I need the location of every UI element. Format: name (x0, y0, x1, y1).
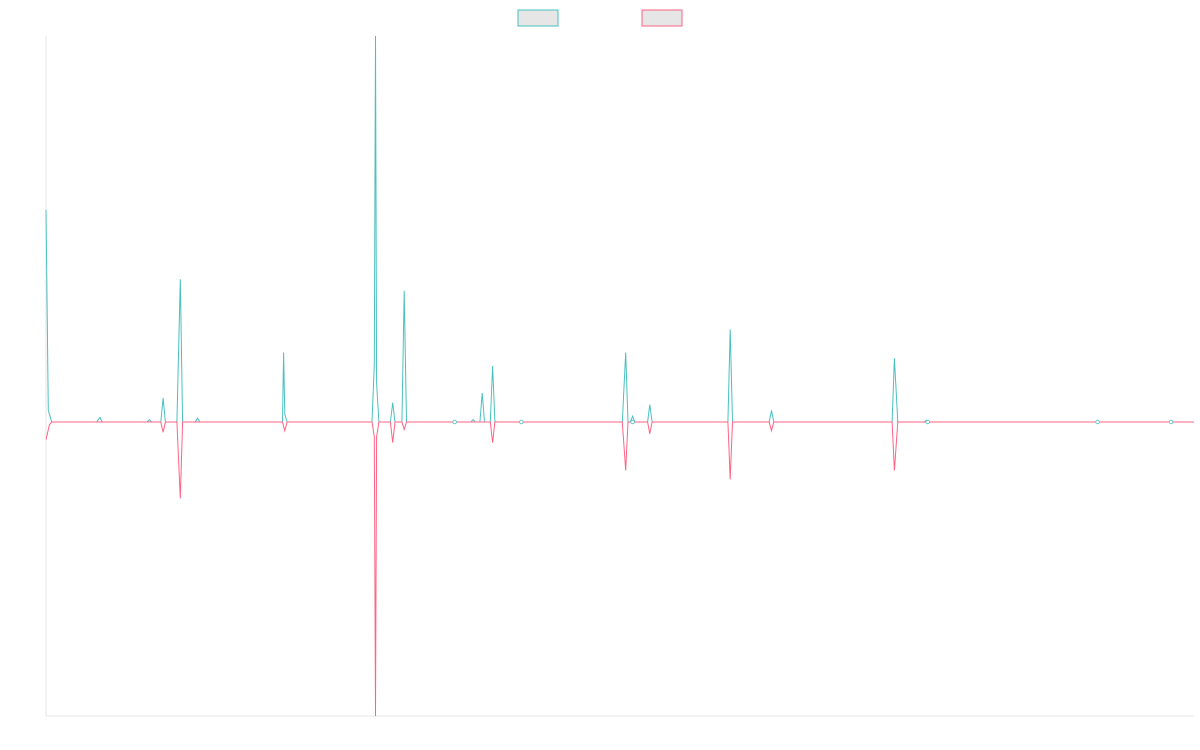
data-point-3 (630, 419, 635, 425)
data-point-1 (452, 419, 457, 425)
series-line-2 (45, 421, 1194, 717)
series-layer (45, 35, 1194, 717)
data-point-4 (925, 419, 930, 425)
data-point-2 (519, 419, 524, 425)
legend-swatch-1[interactable] (517, 9, 559, 27)
marker-layer (452, 419, 1174, 425)
data-point-5 (1095, 419, 1100, 425)
legend (517, 9, 683, 27)
data-point-6 (1168, 419, 1174, 425)
series-line-1 (45, 35, 1194, 423)
legend-swatch-2[interactable] (641, 9, 683, 27)
